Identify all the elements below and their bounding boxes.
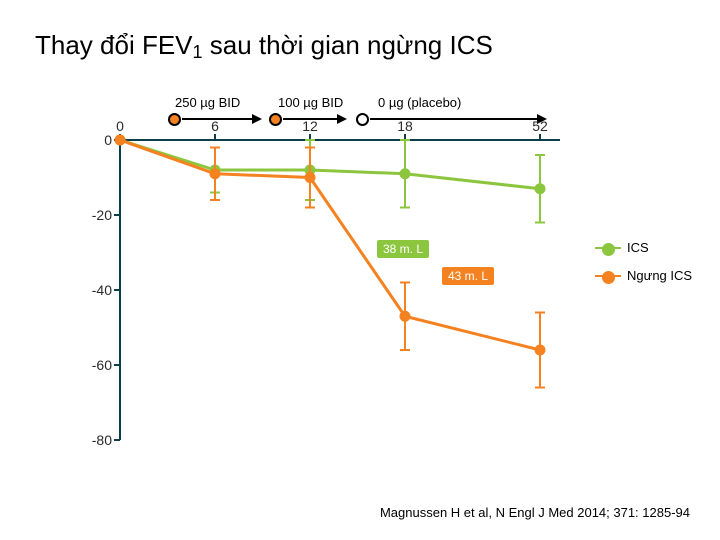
dose-label: 250 µg BID xyxy=(175,95,240,110)
legend-ics: ICS xyxy=(595,240,649,255)
x-tick-label: 12 xyxy=(302,118,318,134)
legend-ics-marker xyxy=(602,243,615,256)
arrow-head-icon xyxy=(337,114,347,124)
title-rest: sau thời gian ngừng ICS xyxy=(203,30,493,60)
legend-ngung: Ngưng ICS xyxy=(595,268,692,283)
dose-arrow xyxy=(370,118,537,120)
x-tick-label: 0 xyxy=(116,118,124,134)
value-badge-ics: 38 m. L xyxy=(377,240,429,258)
page-title: Thay đổi FEV1 sau thời gian ngừng ICS xyxy=(35,30,493,61)
fev1-chart xyxy=(120,140,560,440)
dose-marker-circle xyxy=(269,113,282,126)
x-tick-label: 52 xyxy=(532,118,548,134)
y-tick-label: 0 xyxy=(72,132,112,148)
dose-marker-circle xyxy=(168,113,181,126)
citation: Magnussen H et al, N Engl J Med 2014; 37… xyxy=(380,505,690,520)
x-tick-label: 18 xyxy=(397,118,413,134)
y-tick-label: -20 xyxy=(72,207,112,223)
legend-ngung-label: Ngưng ICS xyxy=(627,268,692,283)
chart-svg xyxy=(120,140,560,440)
title-sub: 1 xyxy=(193,42,203,62)
legend-ngung-marker xyxy=(602,271,615,284)
dose-label: 100 µg BID xyxy=(278,95,343,110)
y-tick-label: -60 xyxy=(72,357,112,373)
y-tick-label: -80 xyxy=(72,432,112,448)
arrow-head-icon xyxy=(252,114,262,124)
legend-ics-label: ICS xyxy=(627,240,649,255)
dose-label: 0 µg (placebo) xyxy=(378,95,461,110)
title-main: Thay đổi FEV xyxy=(35,30,193,60)
dose-marker-circle xyxy=(356,113,369,126)
x-tick-label: 6 xyxy=(211,118,219,134)
y-tick-label: -40 xyxy=(72,282,112,298)
value-badge-ngung: 43 m. L xyxy=(442,267,494,285)
